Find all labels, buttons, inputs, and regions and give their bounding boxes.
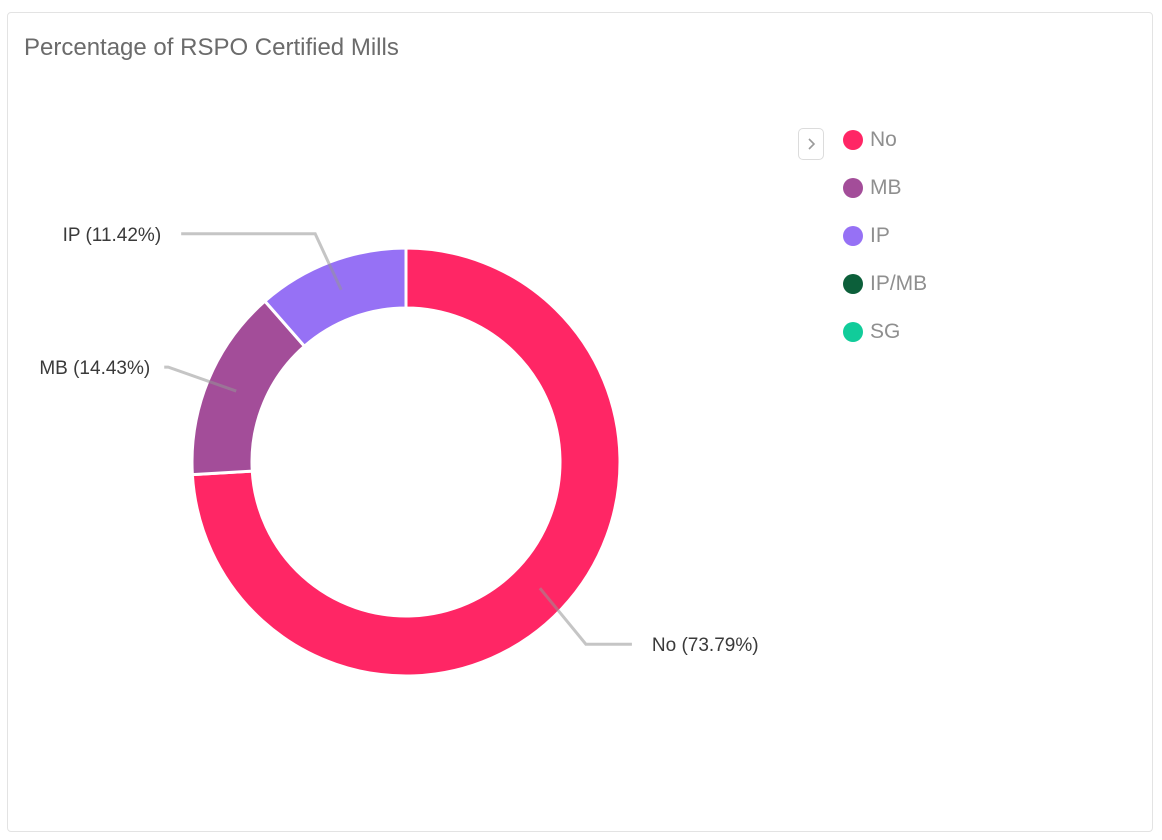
legend-label: No (870, 128, 897, 151)
legend-scroll-button[interactable] (798, 128, 824, 160)
legend-item-ip[interactable]: IP (843, 222, 927, 250)
slice-labels-layer: No (73.79%) MB (14.43%) IP (11.42%) (39, 225, 758, 656)
donut-slice-no[interactable] (190, 246, 622, 678)
legend-marker-icon (843, 226, 863, 246)
legend-marker-icon (843, 322, 863, 342)
legend-label: SG (870, 320, 901, 343)
chart-title: Percentage of RSPO Certified Mills (24, 34, 399, 61)
legend-label: IP (870, 224, 890, 247)
leader-line-no (538, 587, 632, 646)
slices-layer (190, 246, 622, 678)
data-label-mb: MB (14.43%) (39, 358, 150, 379)
data-label-ip: IP (11.42%) (63, 225, 162, 246)
donut-slice-ip[interactable] (262, 246, 408, 349)
legend-item-no[interactable]: No (843, 126, 927, 154)
data-label-no: No (73.79%) (652, 635, 759, 656)
leader-line-ip (181, 232, 343, 291)
legend-marker-icon (843, 178, 863, 198)
leader-lines-layer (164, 232, 632, 646)
legend-item-ip-mb[interactable]: IP/MB (843, 270, 927, 298)
legend-marker-icon (843, 130, 863, 150)
chevron-right-icon (808, 138, 816, 150)
legend-item-mb[interactable]: MB (843, 174, 927, 202)
leader-line-mb (164, 365, 237, 393)
legend-marker-icon (843, 274, 863, 294)
chart-legend: No MB IP IP/MB SG (843, 126, 927, 366)
legend-label: MB (870, 176, 902, 199)
legend-label: IP/MB (870, 272, 928, 295)
legend-item-sg[interactable]: SG (843, 318, 927, 346)
